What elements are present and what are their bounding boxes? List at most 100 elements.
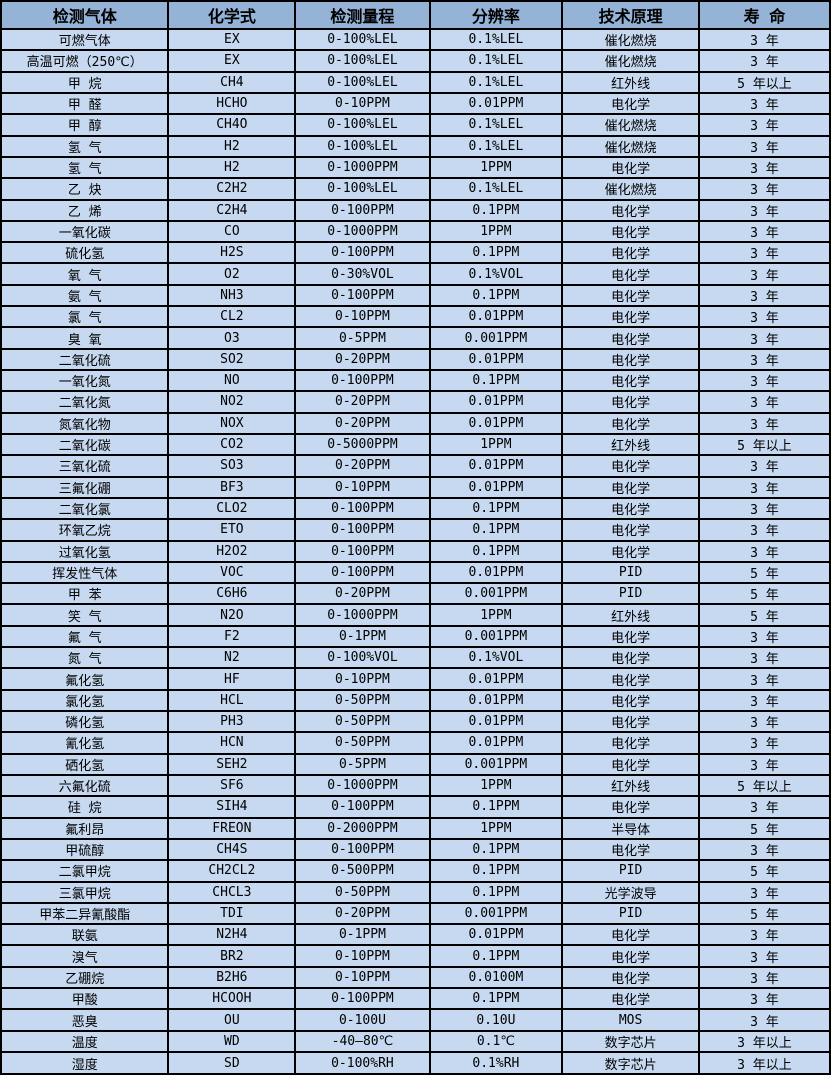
cell-chemical-formula: H2 bbox=[167, 134, 297, 158]
cell-detection-range: 0-10PPM bbox=[294, 475, 431, 499]
cell-lifespan: 5 年 bbox=[697, 560, 831, 585]
table-row: 环氧乙烷 ETO 0-100PPM 0.1PPM 电化学 3 年 bbox=[0, 518, 831, 542]
cell-gas-name: 联氨 bbox=[0, 923, 170, 947]
cell-chemical-formula: F2 bbox=[167, 624, 297, 649]
cell-lifespan: 3 年 bbox=[697, 155, 831, 180]
cell-technical-principle: 催化燃烧 bbox=[561, 134, 700, 158]
cell-detection-range: 0-100PPM bbox=[294, 496, 431, 521]
cell-chemical-formula: EX bbox=[167, 27, 297, 52]
cell-lifespan: 3 年 bbox=[697, 923, 831, 947]
cell-chemical-formula: NO bbox=[167, 368, 297, 393]
cell-lifespan: 3 年 bbox=[697, 454, 831, 478]
cell-gas-name: 甲酸 bbox=[0, 987, 170, 1011]
cell-gas-name: 挥发性气体 bbox=[0, 560, 170, 585]
cell-detection-range: 0-100%LEL bbox=[294, 70, 431, 94]
cell-lifespan: 3 年 bbox=[697, 390, 831, 414]
table-row: 甲酸 HCOOH 0-100PPM 0.1PPM 电化学 3 年 bbox=[0, 987, 831, 1011]
cell-detection-range: 0-5PPM bbox=[294, 752, 431, 776]
cell-technical-principle: 催化燃烧 bbox=[561, 113, 700, 137]
cell-chemical-formula: CO2 bbox=[167, 432, 297, 457]
cell-technical-principle: 电化学 bbox=[561, 688, 700, 713]
cell-lifespan: 3 年 bbox=[697, 134, 831, 158]
table-row: 臭 氧 O3 0-5PPM 0.001PPM 电化学 3 年 bbox=[0, 326, 831, 350]
cell-technical-principle: 电化学 bbox=[561, 709, 700, 734]
cell-gas-name: 硅 烷 bbox=[0, 795, 170, 819]
cell-resolution: 0.1PPM bbox=[428, 496, 564, 521]
cell-gas-name: 三氟化硼 bbox=[0, 475, 170, 499]
table-row: 笑 气 N2O 0-1000PPM 1PPM 红外线 5 年 bbox=[0, 603, 831, 627]
cell-technical-principle: PID bbox=[561, 560, 700, 585]
cell-gas-name: 氰化氢 bbox=[0, 731, 170, 755]
cell-technical-principle: 电化学 bbox=[561, 262, 700, 286]
table-row: 甲 醛 HCHO 0-10PPM 0.01PPM 电化学 3 年 bbox=[0, 91, 831, 116]
cell-chemical-formula: BF3 bbox=[167, 475, 297, 499]
cell-gas-name: 二氧化氮 bbox=[0, 390, 170, 414]
cell-chemical-formula: OU bbox=[167, 1008, 297, 1032]
cell-gas-name: 溴气 bbox=[0, 944, 170, 968]
table-row: 二氯甲烷 CH2CL2 0-500PPM 0.1PPM PID 5 年 bbox=[0, 859, 831, 883]
table-row: 氟 气 F2 0-1PPM 0.001PPM 电化学 3 年 bbox=[0, 624, 831, 649]
cell-chemical-formula: CH4O bbox=[167, 113, 297, 137]
cell-gas-name: 笑 气 bbox=[0, 603, 170, 627]
cell-gas-name: 甲 醇 bbox=[0, 113, 170, 137]
cell-detection-range: 0-100%RH bbox=[294, 1051, 431, 1075]
cell-technical-principle: 电化学 bbox=[561, 795, 700, 819]
table-row: 一氧化氮 NO 0-100PPM 0.1PPM 电化学 3 年 bbox=[0, 368, 831, 393]
table-row: 三氟化硼 BF3 0-10PPM 0.01PPM 电化学 3 年 bbox=[0, 475, 831, 499]
cell-gas-name: 硒化氢 bbox=[0, 752, 170, 776]
cell-chemical-formula: SF6 bbox=[167, 773, 297, 798]
cell-gas-name: 乙 烯 bbox=[0, 198, 170, 222]
cell-detection-range: 0-100PPM bbox=[294, 837, 431, 862]
cell-lifespan: 3 年 bbox=[697, 880, 831, 904]
cell-resolution: 0.01PPM bbox=[428, 305, 564, 329]
cell-chemical-formula: N2O bbox=[167, 603, 297, 627]
cell-chemical-formula: SD bbox=[167, 1051, 297, 1075]
cell-lifespan: 3 年 bbox=[697, 709, 831, 734]
cell-lifespan: 3 年 bbox=[697, 752, 831, 776]
cell-lifespan: 3 年以上 bbox=[697, 1051, 831, 1075]
cell-lifespan: 3 年 bbox=[697, 305, 831, 329]
cell-gas-name: 甲苯二异氰酸酯 bbox=[0, 901, 170, 926]
cell-chemical-formula: H2S bbox=[167, 241, 297, 265]
cell-chemical-formula: O3 bbox=[167, 326, 297, 350]
cell-technical-principle: 电化学 bbox=[561, 198, 700, 222]
cell-resolution: 0.1%LEL bbox=[428, 27, 564, 52]
cell-resolution: 0.01PPM bbox=[428, 454, 564, 478]
cell-resolution: 0.01PPM bbox=[428, 709, 564, 734]
cell-technical-principle: 电化学 bbox=[561, 305, 700, 329]
table-row: 挥发性气体 VOC 0-100PPM 0.01PPM PID 5 年 bbox=[0, 560, 831, 585]
cell-technical-principle: 电化学 bbox=[561, 539, 700, 563]
cell-resolution: 1PPM bbox=[428, 432, 564, 457]
cell-gas-name: 氧 气 bbox=[0, 262, 170, 286]
cell-lifespan: 3 年 bbox=[697, 368, 831, 393]
cell-detection-range: 0-100PPM bbox=[294, 368, 431, 393]
cell-resolution: 0.1PPM bbox=[428, 283, 564, 308]
cell-resolution: 0.1%LEL bbox=[428, 113, 564, 137]
cell-gas-name: 硫化氢 bbox=[0, 241, 170, 265]
cell-technical-principle: 电化学 bbox=[561, 454, 700, 478]
cell-detection-range: 0-100%LEL bbox=[294, 134, 431, 158]
cell-resolution: 0.1PPM bbox=[428, 987, 564, 1011]
cell-detection-range: 0-20PPM bbox=[294, 411, 431, 435]
cell-resolution: 0.1%LEL bbox=[428, 177, 564, 201]
cell-chemical-formula: BR2 bbox=[167, 944, 297, 968]
cell-lifespan: 3 年以上 bbox=[697, 1029, 831, 1054]
cell-gas-name: 氯化氢 bbox=[0, 688, 170, 713]
cell-detection-range: 0-20PPM bbox=[294, 901, 431, 926]
cell-resolution: 0.1℃ bbox=[428, 1029, 564, 1054]
cell-chemical-formula: C2H2 bbox=[167, 177, 297, 201]
cell-gas-name: 氟利昂 bbox=[0, 816, 170, 840]
cell-detection-range: 0-100%LEL bbox=[294, 27, 431, 52]
cell-lifespan: 3 年 bbox=[697, 347, 831, 372]
cell-resolution: 0.1PPM bbox=[428, 518, 564, 542]
cell-lifespan: 5 年 bbox=[697, 859, 831, 883]
table-row: 氢 气 H2 0-100%LEL 0.1%LEL 催化燃烧 3 年 bbox=[0, 134, 831, 158]
cell-gas-name: 二氧化硫 bbox=[0, 347, 170, 372]
table-row: 乙 炔 C2H2 0-100%LEL 0.1%LEL 催化燃烧 3 年 bbox=[0, 177, 831, 201]
table-row: 甲苯二异氰酸酯 TDI 0-20PPM 0.001PPM PID 5 年 bbox=[0, 901, 831, 926]
cell-lifespan: 3 年 bbox=[697, 944, 831, 968]
cell-resolution: 1PPM bbox=[428, 155, 564, 180]
cell-technical-principle: 催化燃烧 bbox=[561, 49, 700, 73]
cell-gas-name: 甲 醛 bbox=[0, 91, 170, 116]
